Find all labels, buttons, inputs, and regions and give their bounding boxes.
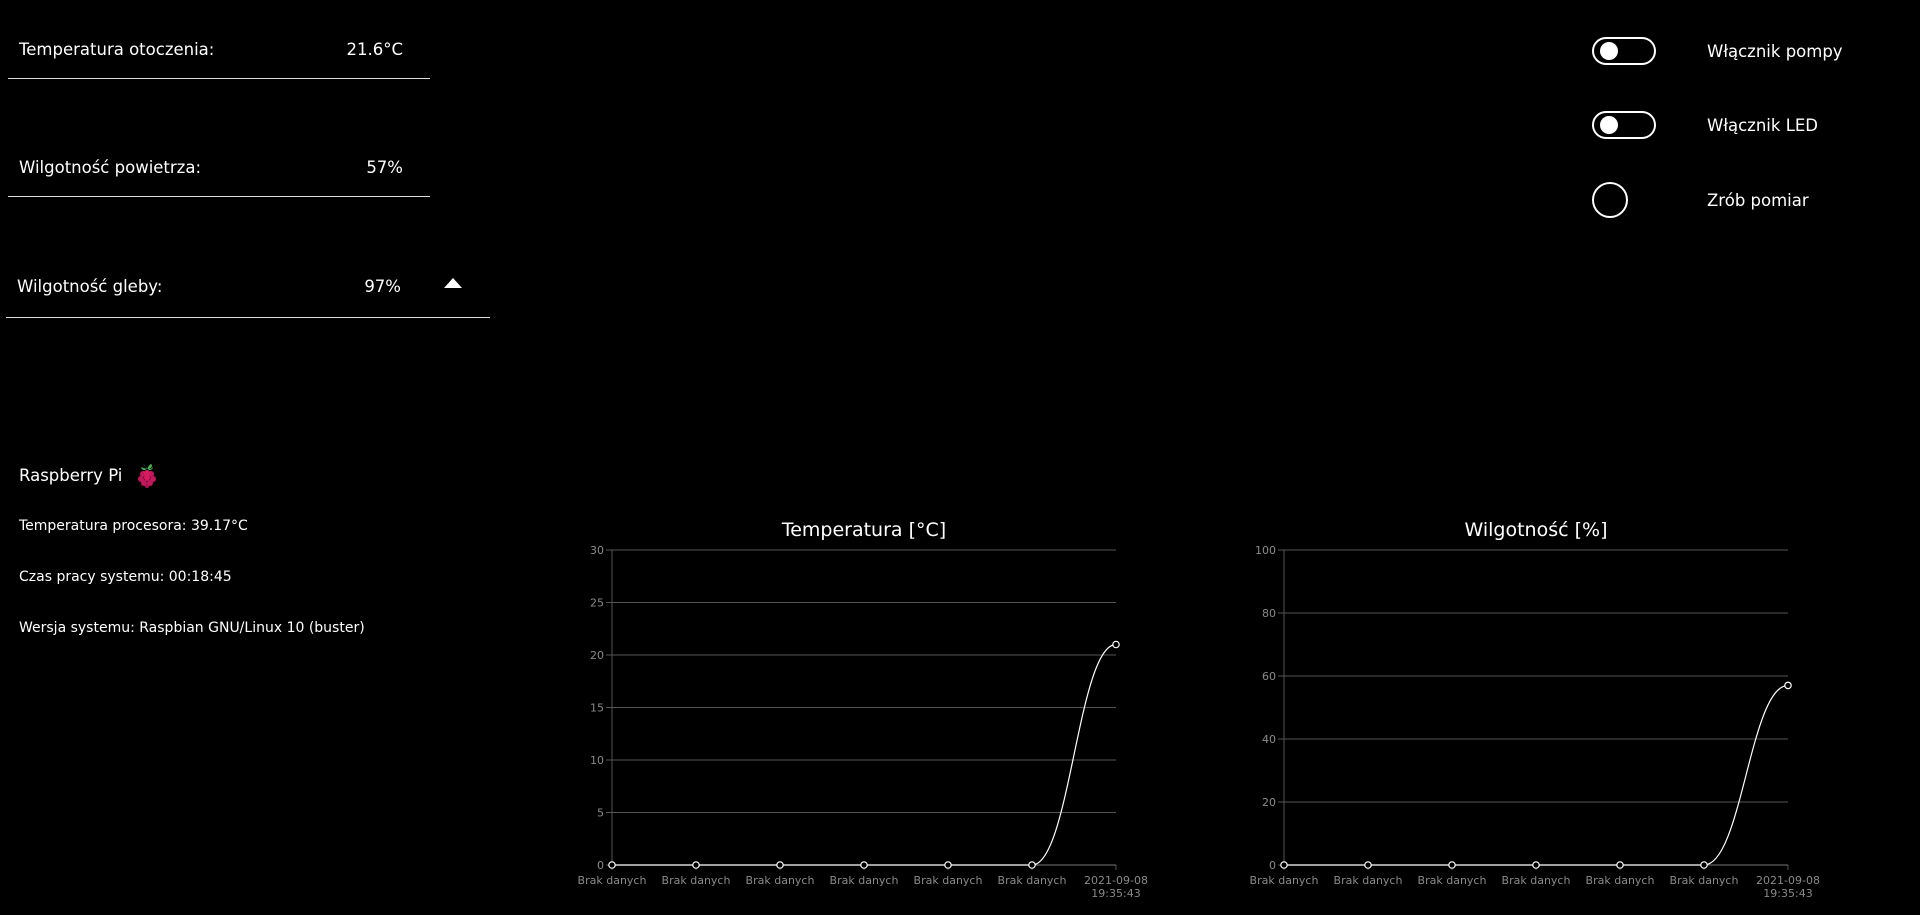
- pump-toggle-knob: [1600, 42, 1618, 60]
- series-line: [612, 643, 1117, 866]
- series-line: [1284, 684, 1789, 866]
- x-tick-label: Brak danych: [1586, 874, 1655, 887]
- data-point: [1028, 861, 1036, 869]
- x-tick-label: Brak danych: [914, 874, 983, 887]
- data-point: [608, 861, 616, 869]
- chart-title: Temperatura [°C]: [781, 519, 946, 541]
- raspberry-icon: [136, 462, 158, 488]
- temperature-chart-svg: Temperatura [°C] 0 5 10 15 20 25 30 Brak danych B…: [578, 519, 1148, 900]
- x-tick-label: Brak danych: [662, 874, 731, 887]
- data-point: [1532, 861, 1540, 869]
- data-point: [1784, 681, 1792, 690]
- pump-toggle-label: Włącznik pompy: [1707, 41, 1843, 61]
- pump-control: Włącznik pompy: [1592, 37, 1843, 65]
- data-point: [1280, 861, 1288, 869]
- x-tick-label: Brak danych: [1250, 874, 1319, 887]
- x-tick-label: Brak danych: [1502, 874, 1571, 887]
- x-tick-label: Brak danych: [1670, 874, 1739, 887]
- measure-control: Zrób pomiar: [1592, 182, 1809, 218]
- data-point: [1364, 861, 1372, 869]
- y-tick-label: 0: [1269, 859, 1276, 872]
- data-point: [944, 861, 952, 869]
- x-tick-label: Brak danych: [1418, 874, 1487, 887]
- soil-humidity-label: Wilgotność gleby:: [17, 277, 163, 296]
- y-tick-label: 10: [590, 754, 604, 767]
- x-tick-label: Brak danych: [578, 874, 647, 887]
- led-toggle[interactable]: [1592, 111, 1656, 139]
- y-tick-label: 100: [1255, 544, 1276, 557]
- data-point: [1448, 861, 1456, 869]
- y-tick-label: 30: [590, 544, 604, 557]
- x-tick-label: Brak danych: [830, 874, 899, 887]
- humidity-chart-svg: Wilgotność [%] 0 20 40 60 80 100 Brak danych Bra…: [1250, 519, 1820, 900]
- air-humidity-value: 57%: [366, 158, 403, 177]
- ambient-temperature-label: Temperatura otoczenia:: [19, 40, 215, 59]
- led-control: Włącznik LED: [1592, 111, 1818, 139]
- y-tick-label: 5: [597, 807, 604, 820]
- raspberry-pi-section-title: Raspberry Pi: [19, 462, 158, 488]
- system-uptime: Czas pracy systemu: 00:18:45: [19, 569, 232, 585]
- y-tick-label: 20: [590, 649, 604, 662]
- y-tick-label: 15: [590, 702, 604, 715]
- cpu-temperature: Temperatura procesora: 39.17°C: [19, 518, 248, 534]
- y-tick-label: 80: [1262, 607, 1276, 620]
- ambient-temperature-value: 21.6°C: [346, 40, 403, 59]
- data-point: [860, 861, 868, 869]
- soil-humidity-row: Wilgotność gleby: 97%: [6, 264, 490, 318]
- data-point: [1112, 640, 1120, 649]
- data-point: [1616, 861, 1624, 869]
- ambient-temperature-row: Temperatura otoczenia: 21.6°C: [8, 28, 430, 79]
- x-tick-label: Brak danych: [746, 874, 815, 887]
- humidity-chart: Wilgotność [%] 0 20 40 60 80 100 Brak danych Bra…: [1242, 510, 1842, 914]
- pump-toggle[interactable]: [1592, 37, 1656, 65]
- measure-button[interactable]: [1592, 182, 1628, 218]
- raspberry-pi-title: Raspberry Pi: [19, 465, 123, 485]
- y-tick-label: 20: [1262, 796, 1276, 809]
- x-tick-label: Brak danych: [998, 874, 1067, 887]
- y-tick-label: 40: [1262, 733, 1276, 746]
- chart-title: Wilgotność [%]: [1465, 519, 1608, 541]
- led-toggle-knob: [1600, 116, 1618, 134]
- x-tick-label: Brak danych: [1334, 874, 1403, 887]
- y-tick-label: 25: [590, 597, 604, 610]
- measure-button-label: Zrób pomiar: [1707, 190, 1809, 210]
- x-tick-label: 2021-09-08 19:35:43: [1756, 874, 1820, 900]
- system-version: Wersja systemu: Raspbian GNU/Linux 10 (b…: [19, 620, 365, 636]
- air-humidity-label: Wilgotność powietrza:: [19, 158, 202, 177]
- temperature-chart: Temperatura [°C] 0 5 10 15 20 25 30 Brak danych B…: [570, 510, 1170, 914]
- data-point: [776, 861, 784, 869]
- x-tick-label: 2021-09-08 19:35:43: [1084, 874, 1148, 900]
- data-point: [1700, 861, 1708, 869]
- caret-up-icon[interactable]: [444, 278, 462, 288]
- soil-humidity-value: 97%: [364, 277, 401, 296]
- y-tick-label: 60: [1262, 670, 1276, 683]
- air-humidity-row: Wilgotność powietrza: 57%: [8, 146, 430, 197]
- data-point: [692, 861, 700, 869]
- y-tick-label: 0: [597, 859, 604, 872]
- led-toggle-label: Włącznik LED: [1707, 115, 1819, 135]
